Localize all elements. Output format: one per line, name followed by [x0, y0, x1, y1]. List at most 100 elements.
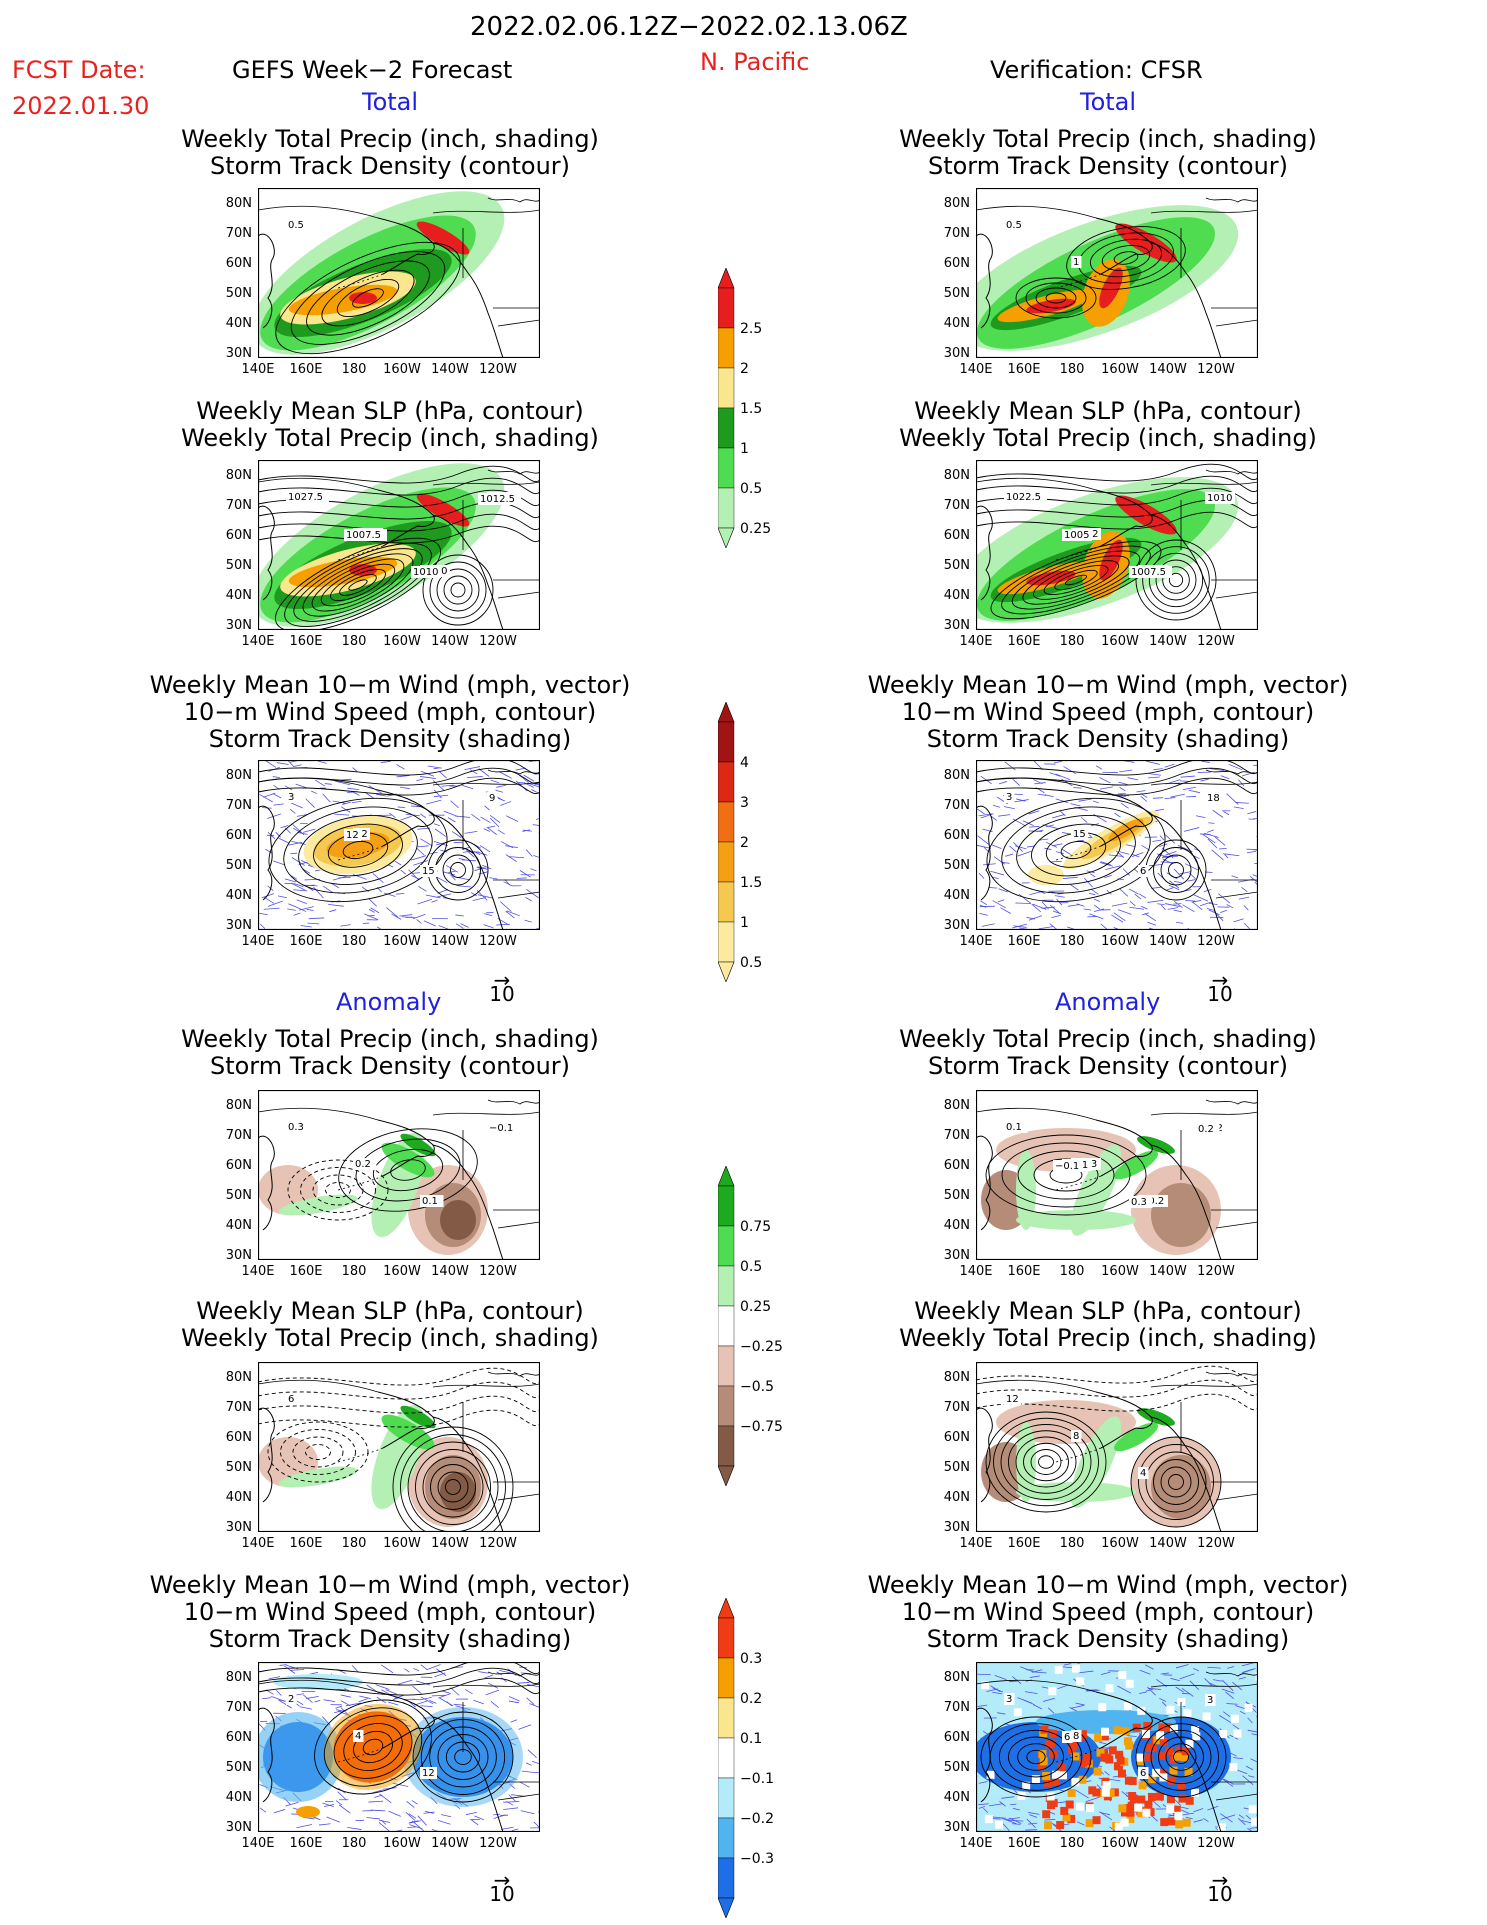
lon-label: 180 [341, 362, 367, 377]
lon-label: 140E [959, 1836, 993, 1851]
lat-label: 80N [225, 1098, 252, 1113]
colorbar-label: 2.5 [740, 321, 762, 337]
lon-label: 180 [341, 1264, 367, 1279]
right-total-label: Total [1080, 88, 1137, 116]
lon-label: 140E [959, 362, 993, 377]
lat-label: 40N [943, 316, 970, 331]
contour-label: 3 [288, 792, 294, 803]
lat-label: 50N [225, 1460, 252, 1475]
colorbar-segment [717, 1345, 735, 1387]
lon-label: 120W [1197, 1264, 1235, 1279]
lon-label: 120W [1197, 362, 1235, 377]
lat-label: 50N [943, 1188, 970, 1203]
lat-label: 50N [225, 1760, 252, 1775]
colorbar-label: 0.3 [740, 1651, 762, 1667]
contour-label: 1027.5 [288, 492, 323, 503]
lat-label: 70N [225, 1700, 252, 1715]
contour-label: 1005 [1064, 530, 1089, 541]
colorbar-label: −0.3 [740, 1851, 774, 1867]
fcst-date-label: FCST Date: [12, 56, 146, 84]
lon-label: 120W [479, 934, 517, 949]
lat-label: 60N [943, 828, 970, 843]
colorbar-segment [717, 761, 735, 803]
lat-label: 80N [225, 1670, 252, 1685]
lon-label: 160W [1101, 1836, 1139, 1851]
lat-label: 30N [225, 1248, 252, 1263]
lon-label: 180 [341, 634, 367, 649]
colorbar-segment [717, 327, 735, 369]
contour-label: 0.5 [288, 220, 304, 231]
contour-label: 8 [1073, 1731, 1079, 1742]
contour-label: 6 [1140, 1768, 1146, 1779]
colorbar-label: 0.75 [740, 1219, 771, 1235]
title-l-slp: Weekly Mean SLP (hPa, contour) Weekly To… [181, 397, 599, 452]
colorbar-segment [717, 1265, 735, 1307]
lat-label: 70N [943, 226, 970, 241]
lon-label: 180 [1059, 1836, 1085, 1851]
title-l-wind: Weekly Mean 10−m Wind (mph, vector) 10−m… [149, 671, 631, 753]
vector-ref-l-total: → 10 [489, 968, 515, 1006]
lon-label: 140W [431, 1536, 469, 1551]
map-r-aslp: 12 8 4 [976, 1362, 1258, 1532]
lat-label: 80N [225, 768, 252, 783]
lon-label: 120W [1197, 1836, 1235, 1851]
lon-label: 140E [241, 934, 275, 949]
lat-label: 70N [943, 1128, 970, 1143]
lon-label: 160W [383, 934, 421, 949]
lat-label: 80N [225, 468, 252, 483]
colorbar-segment [717, 801, 735, 843]
map-r-slp: 1022.510121020101010051007.5 [976, 460, 1258, 630]
title-l-awind: Weekly Mean 10−m Wind (mph, vector) 10−m… [149, 1571, 631, 1653]
lon-label: 160W [1101, 634, 1139, 649]
colorbar-segment [717, 1425, 735, 1467]
lon-label: 140E [241, 1264, 275, 1279]
lon-label: 160W [1101, 1264, 1139, 1279]
title-r-aslp: Weekly Mean SLP (hPa, contour) Weekly To… [899, 1297, 1317, 1352]
lat-label: 70N [225, 226, 252, 241]
colorbar-segment [717, 721, 735, 763]
contour-label: 6 [1064, 1732, 1070, 1743]
colorbar-label: 0.2 [740, 1691, 762, 1707]
contour-label: 4 [1140, 1468, 1146, 1479]
lat-label: 60N [943, 1430, 970, 1445]
lon-label: 120W [479, 1836, 517, 1851]
left-total-label: Total [362, 88, 419, 116]
title-r-wind: Weekly Mean 10−m Wind (mph, vector) 10−m… [867, 671, 1349, 753]
contour-label: 6 [1140, 866, 1146, 877]
lat-label: 60N [225, 256, 252, 271]
title-l-aprecip: Weekly Total Precip (inch, shading) Stor… [181, 1025, 599, 1080]
lat-label: 40N [943, 1490, 970, 1505]
map-l-awind: 2 4 12 [258, 1662, 540, 1832]
lon-label: 140W [1149, 634, 1187, 649]
lat-label: 40N [943, 1218, 970, 1233]
colorbar-segment [717, 287, 735, 329]
lon-label: 160E [289, 362, 323, 377]
contour-label: 1010 [1207, 493, 1232, 504]
colorbar-label: 1.5 [740, 401, 762, 417]
lon-label: 140E [959, 634, 993, 649]
lon-label: 160W [383, 362, 421, 377]
title-r-slp: Weekly Mean SLP (hPa, contour) Weekly To… [899, 397, 1317, 452]
lat-label: 80N [943, 196, 970, 211]
title-r-awind: Weekly Mean 10−m Wind (mph, vector) 10−m… [867, 1571, 1349, 1653]
colorbar-precip-total: 2.5 2 1.5 1 0.5 0.25 [717, 267, 818, 552]
lat-label: 80N [225, 196, 252, 211]
contour-label: 4 [355, 1731, 361, 1742]
colorbar-segment [717, 367, 735, 409]
lon-label: 160W [383, 634, 421, 649]
lon-label: 160E [289, 1836, 323, 1851]
colorbar-segment [717, 1185, 735, 1227]
lon-label: 180 [341, 934, 367, 949]
contour-label: 0.1 [1006, 1122, 1022, 1133]
lat-label: 50N [943, 286, 970, 301]
colorbar-label: 0.1 [740, 1731, 762, 1747]
forecast-title: GEFS Week−2 Forecast [232, 56, 513, 84]
lat-label: 80N [943, 768, 970, 783]
lon-label: 160E [1007, 934, 1041, 949]
lat-label: 30N [225, 1520, 252, 1535]
lon-label: 120W [1197, 934, 1235, 949]
contour-label: 1022.5 [1006, 492, 1041, 503]
contour-label: 1010 [413, 567, 438, 578]
lat-label: 70N [943, 498, 970, 513]
contour-label: 12 [1006, 1394, 1019, 1405]
